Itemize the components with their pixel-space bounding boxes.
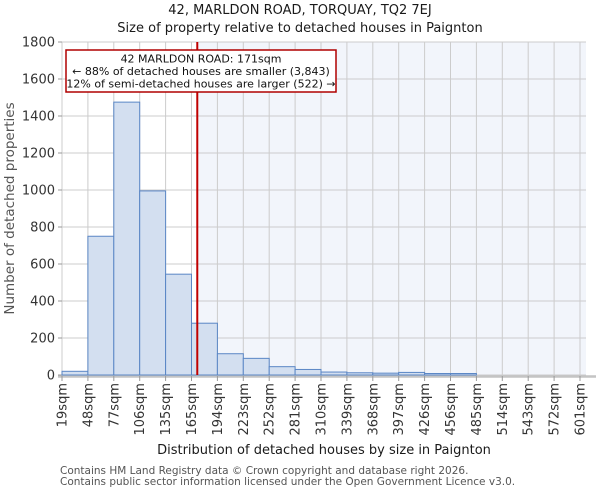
x-axis-ticks: 19sqm 48sqm 77sqm 106sqm 135sqm 165sqm 194sqm 2… — [56, 376, 589, 436]
annotation-line1: 42 MARLDON ROAD: 171sqm — [121, 53, 282, 66]
bar — [87, 235, 115, 376]
y-tick-label: 200 — [30, 332, 55, 347]
annotation-box: 42 MARLDON ROAD: 171sqm← 88% of detached… — [65, 49, 337, 93]
bar — [450, 373, 477, 376]
bar — [372, 372, 400, 376]
annotation-line2: ← 88% of detached houses are smaller (3,… — [72, 65, 330, 78]
x-tick-label: 77sqm — [107, 383, 122, 427]
x-tick-label: 368sqm — [366, 383, 381, 436]
y-tick-label: 1800 — [22, 36, 55, 51]
x-tick-label: 281sqm — [289, 383, 304, 436]
y-tick-label: 1600 — [22, 73, 55, 88]
bar — [242, 357, 270, 376]
footer: Contains HM Land Registry data © Crown c… — [60, 466, 600, 488]
y-tick-label: 1200 — [22, 147, 55, 162]
bar — [346, 372, 374, 376]
x-tick-label: 194sqm — [211, 383, 226, 436]
y-tick-label: 800 — [30, 221, 55, 236]
y-axis-title: Number of detached properties — [2, 102, 18, 314]
y-tick-label: 0 — [47, 369, 55, 384]
x-tick-label: 165sqm — [185, 383, 200, 436]
bar — [320, 371, 348, 376]
annotation-border — [65, 49, 337, 93]
y-tick-label: 400 — [30, 295, 55, 310]
x-tick-label: 456sqm — [444, 383, 459, 436]
x-tick-label: 485sqm — [470, 383, 485, 436]
x-tick-label: 426sqm — [418, 383, 433, 436]
x-tick-label: 223sqm — [237, 383, 252, 436]
bar — [139, 190, 167, 376]
footer-attribution-line2: Contains public sector information licen… — [60, 476, 516, 488]
bar — [113, 101, 141, 376]
y-tick-label: 1000 — [22, 184, 55, 199]
x-tick-label: 310sqm — [315, 383, 330, 436]
x-tick-label: 252sqm — [263, 383, 278, 436]
y-tick-label: 600 — [30, 258, 55, 273]
y-axis-ticks: 0 200 400 600 800 1000 1200 1400 1600 1800 — [22, 36, 62, 384]
x-tick-label: 339sqm — [340, 383, 355, 436]
x-tick-label: 514sqm — [496, 383, 511, 436]
x-tick-label: 397sqm — [392, 383, 407, 436]
larger-than-property-shade — [197, 42, 586, 375]
x-tick-label: 543sqm — [522, 383, 537, 436]
bar — [61, 370, 89, 376]
x-tick-label: 19sqm — [56, 383, 71, 427]
y-tick-label: 1400 — [22, 110, 55, 125]
x-tick-label: 572sqm — [548, 383, 563, 436]
x-tick-label: 601sqm — [574, 383, 589, 436]
page-subtitle: Size of property relative to detached ho… — [117, 21, 483, 36]
bar — [216, 353, 244, 376]
page-title: 42, MARLDON ROAD, TORQUAY, TQ2 7EJ — [168, 3, 432, 18]
x-axis-title: Distribution of detached houses by size … — [157, 443, 491, 458]
x-tick-label: 106sqm — [133, 383, 148, 436]
x-tick-label: 135sqm — [159, 383, 174, 436]
bar — [268, 366, 296, 376]
footer-attribution-line1: Contains HM Land Registry data © Crown c… — [60, 465, 469, 477]
bar — [294, 368, 322, 376]
bar — [398, 371, 426, 376]
x-tick-label: 48sqm — [81, 383, 96, 427]
histogram-bars — [61, 101, 477, 376]
bar — [424, 373, 452, 376]
annotation-line3: 12% of semi-detached houses are larger (… — [66, 78, 335, 91]
bar — [165, 273, 193, 376]
bar — [191, 322, 218, 376]
